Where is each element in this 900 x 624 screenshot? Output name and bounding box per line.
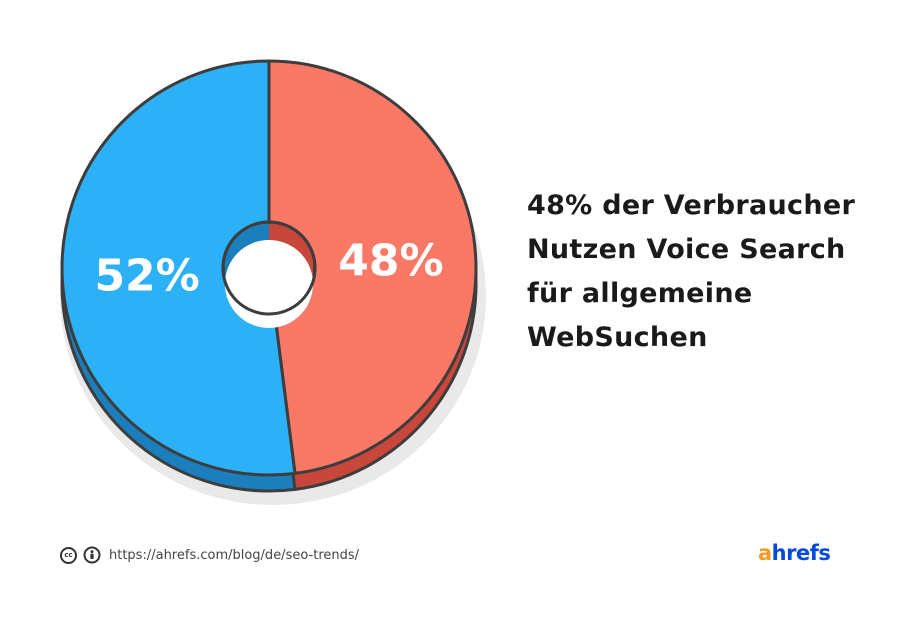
slice-label-ja: 48%	[338, 235, 443, 286]
attribution-icon	[83, 546, 101, 564]
ahrefs-logo[interactable]: ahrefs	[758, 541, 831, 565]
logo-text: hrefs	[771, 541, 831, 565]
slice-label-nein: 52%	[94, 251, 199, 302]
caption-line-3: für allgemeine	[527, 278, 753, 309]
hole-wall-right	[269, 224, 313, 284]
logo-letter-a: a	[758, 541, 772, 565]
caption-line-4: WebSuchen	[527, 322, 708, 353]
footer: cc https://ahrefs.com/blog/de/seo-trends…	[60, 543, 359, 567]
cc-icon: cc	[60, 546, 77, 564]
donut-hole	[225, 240, 313, 328]
caption-line-1: 48% der Verbraucher	[527, 190, 856, 221]
hole-wall-left	[225, 224, 269, 284]
donut-hole-rim	[221, 220, 317, 316]
source-url[interactable]: https://ahrefs.com/blog/de/seo-trends/	[109, 547, 360, 563]
caption-line-2: Nutzen Voice Search	[527, 234, 846, 265]
chart-caption: 48% der Verbraucher Nutzen Voice Search …	[527, 184, 887, 360]
donut-chart: 48% 52%	[60, 59, 486, 505]
